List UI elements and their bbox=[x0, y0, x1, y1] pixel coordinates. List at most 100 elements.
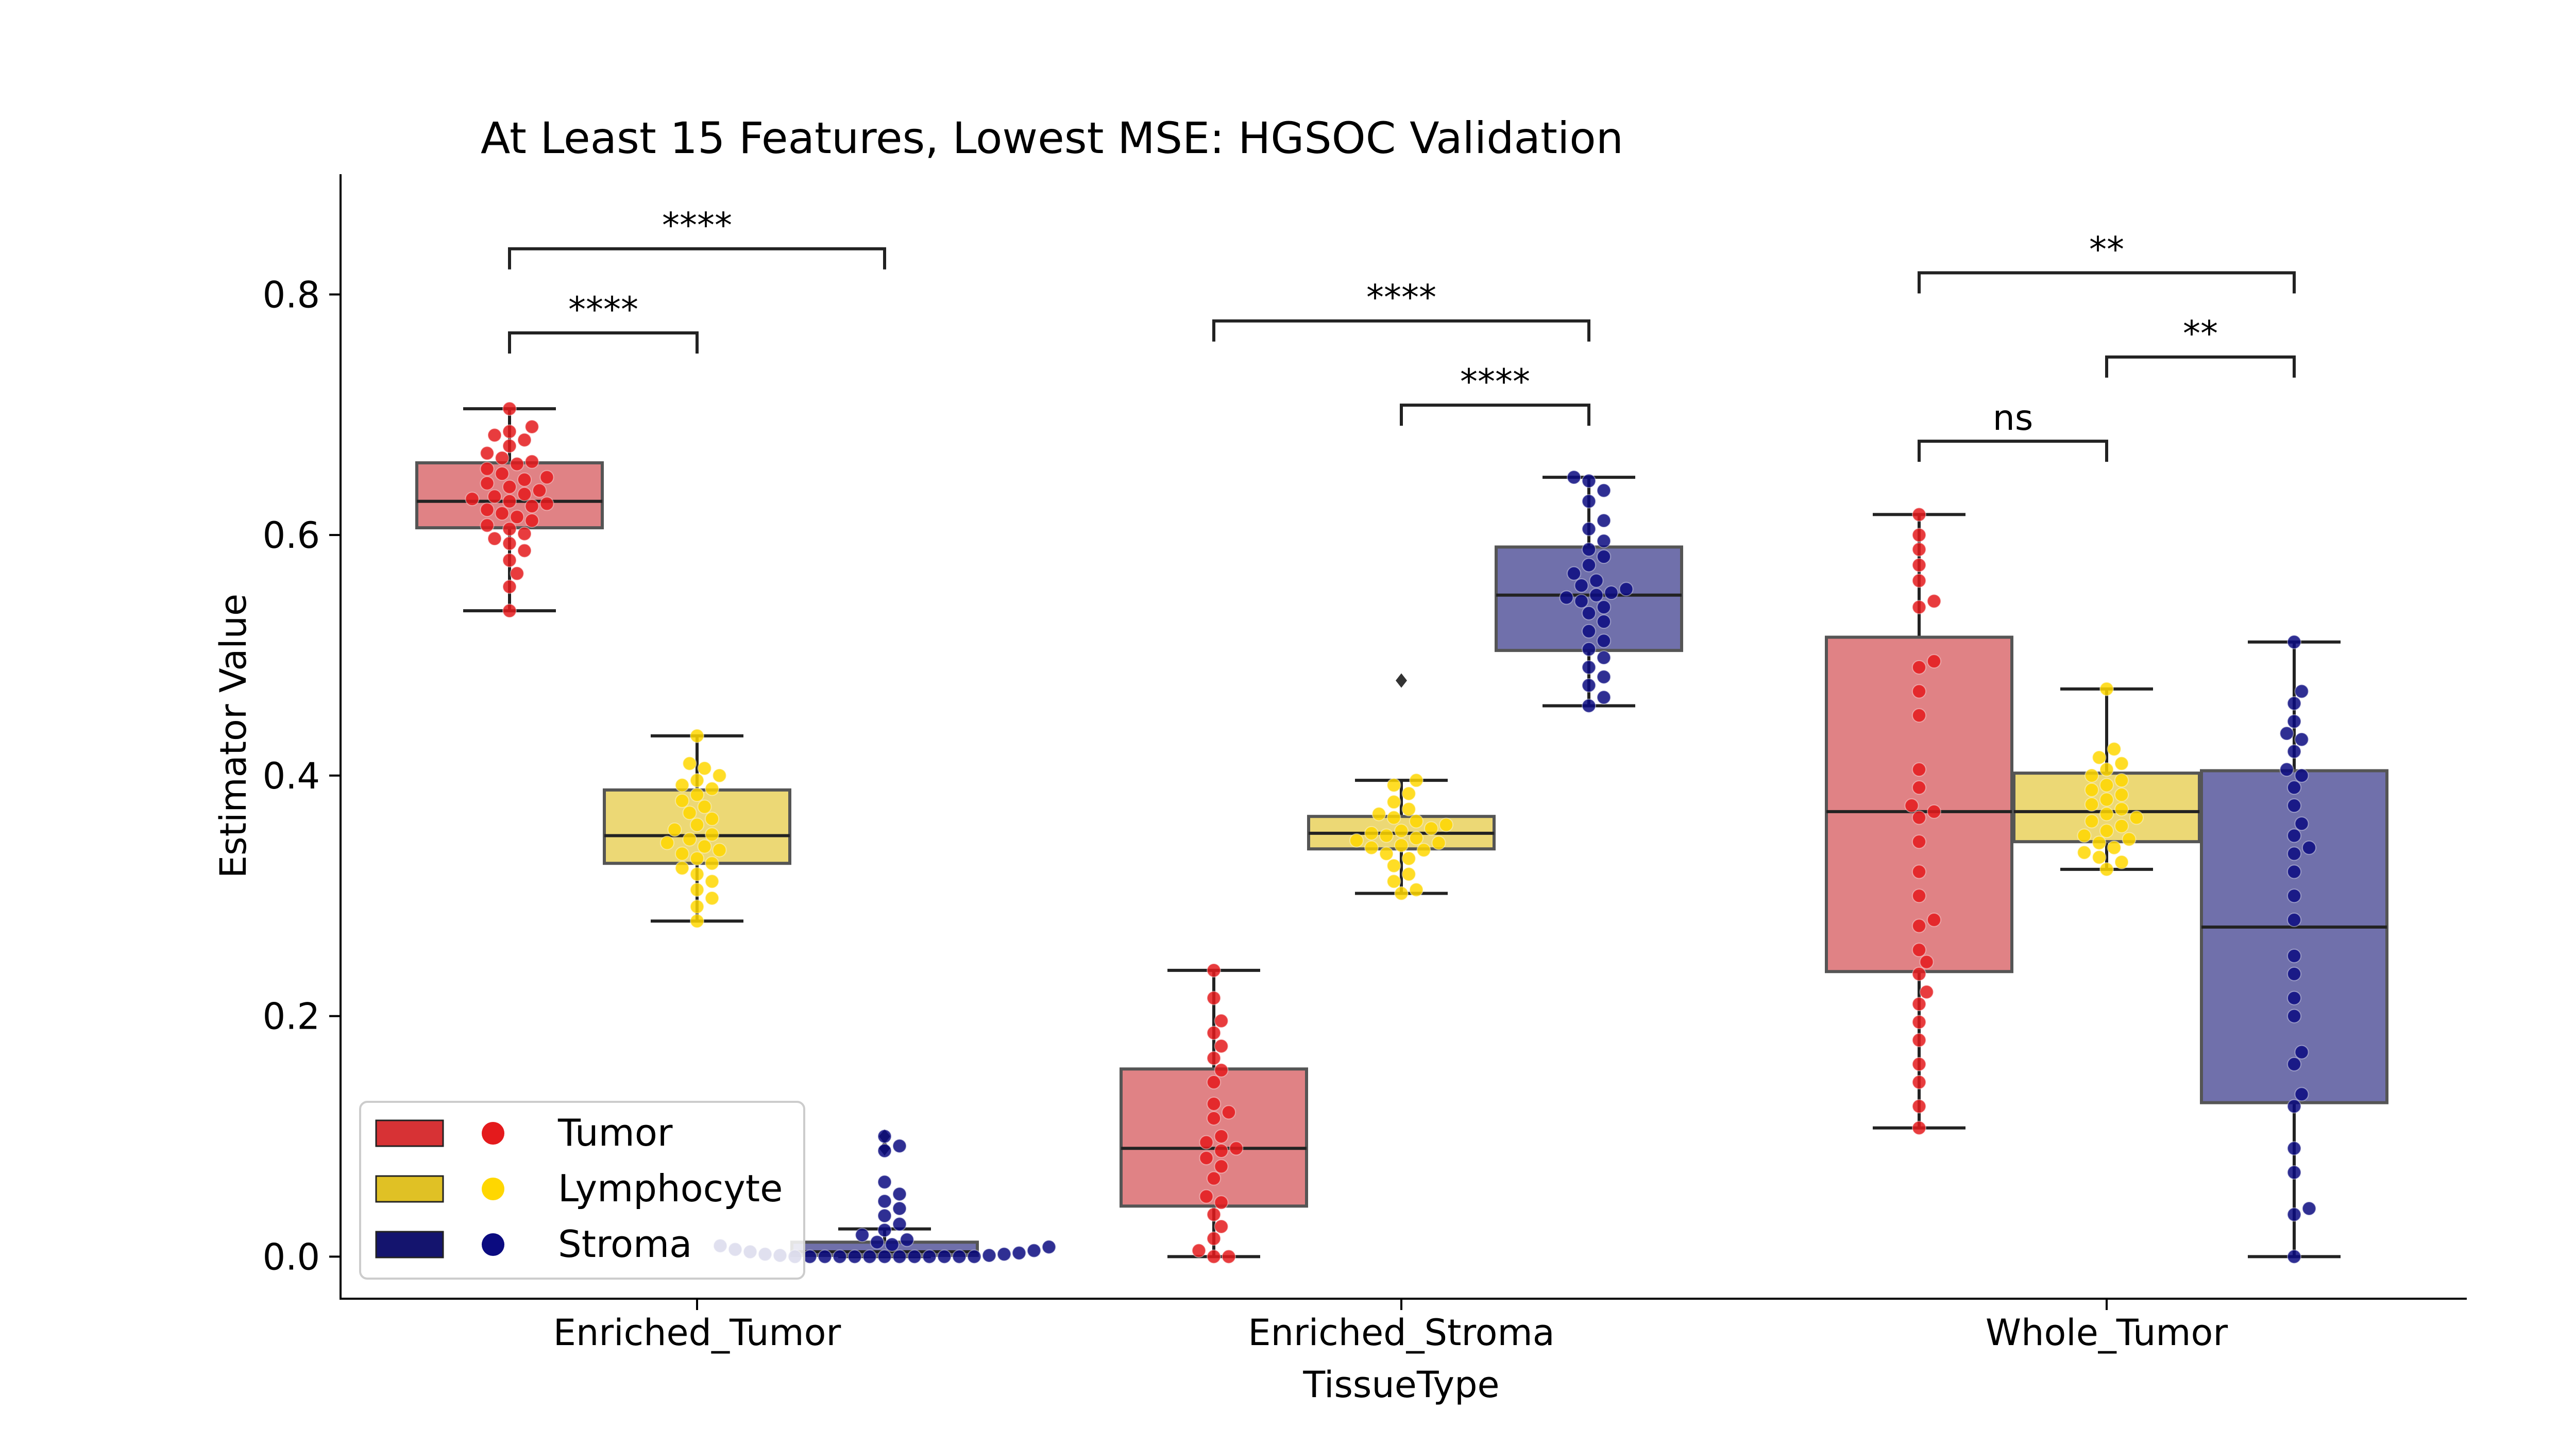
data-point-lymphocyte bbox=[697, 761, 712, 776]
data-point-lymphocyte bbox=[690, 851, 704, 866]
data-point-tumor bbox=[1207, 1207, 1221, 1222]
data-point-lymphocyte bbox=[705, 891, 719, 905]
data-point-tumor bbox=[1214, 1129, 1229, 1144]
data-point-stroma bbox=[997, 1247, 1011, 1262]
data-point-tumor bbox=[1207, 1026, 1221, 1041]
data-point-tumor bbox=[539, 496, 554, 511]
data-point-stroma bbox=[1012, 1246, 1026, 1261]
data-point-tumor bbox=[1207, 1096, 1221, 1111]
data-point-stroma bbox=[870, 1235, 885, 1250]
significance-label: ** bbox=[2183, 314, 2218, 355]
data-point-stroma bbox=[2287, 1165, 2301, 1180]
x-tick-label: Enriched_Tumor bbox=[553, 1312, 841, 1354]
data-point-tumor bbox=[517, 526, 532, 541]
significance-label: **** bbox=[662, 206, 732, 246]
data-point-stroma bbox=[892, 1249, 907, 1264]
data-point-tumor bbox=[502, 536, 517, 551]
data-point-tumor bbox=[1912, 1075, 1926, 1089]
data-point-lymphocyte bbox=[705, 827, 719, 842]
data-point-lymphocyte bbox=[1401, 802, 1416, 817]
legend-label: Tumor bbox=[557, 1111, 673, 1154]
data-point-lymphocyte bbox=[1401, 867, 1416, 882]
axes: 0.0 0.2 0.4 0.6 0.8 Enriched_Tumor Enriched_S… bbox=[263, 174, 2467, 1354]
data-point-lymphocyte bbox=[667, 822, 682, 837]
data-point-stroma bbox=[1597, 533, 1611, 548]
data-point-lymphocyte bbox=[2129, 810, 2144, 825]
data-point-lymphocyte bbox=[2084, 814, 2099, 829]
data-point-stroma bbox=[967, 1249, 981, 1264]
data-point-tumor bbox=[1207, 1231, 1221, 1246]
data-point-stroma bbox=[900, 1232, 914, 1247]
data-point-stroma bbox=[2279, 726, 2294, 741]
data-point-tumor bbox=[502, 522, 517, 536]
data-point-lymphocyte bbox=[1416, 843, 1431, 858]
data-point-lymphocyte bbox=[690, 728, 704, 743]
data-point-stroma bbox=[2287, 1207, 2301, 1222]
data-point-tumor bbox=[1904, 798, 1919, 813]
data-point-stroma bbox=[2287, 1056, 2301, 1071]
data-point-lymphocyte bbox=[1386, 778, 1401, 793]
data-point-stroma bbox=[952, 1249, 967, 1264]
data-point-stroma bbox=[2279, 762, 2294, 777]
data-point-tumor bbox=[1912, 660, 1926, 675]
data-point-tumor bbox=[1207, 1075, 1221, 1089]
legend-swatch-box bbox=[375, 1119, 444, 1147]
data-point-stroma bbox=[885, 1237, 900, 1252]
data-point-lymphocyte bbox=[675, 793, 689, 808]
data-point-stroma bbox=[2294, 684, 2309, 699]
data-point-lymphocyte bbox=[1409, 882, 1423, 897]
data-point-stroma bbox=[848, 1249, 862, 1264]
data-point-tumor bbox=[1912, 573, 1926, 588]
data-point-tumor bbox=[1912, 708, 1926, 723]
data-point-stroma bbox=[1582, 660, 1596, 675]
data-point-stroma bbox=[1582, 522, 1596, 536]
data-point-stroma bbox=[2287, 846, 2301, 861]
data-point-tumor bbox=[1912, 780, 1926, 795]
data-point-tumor bbox=[480, 461, 495, 476]
data-point-stroma bbox=[877, 1143, 892, 1158]
data-point-stroma bbox=[2287, 696, 2301, 711]
data-point-stroma bbox=[1604, 585, 1619, 600]
bracket-line bbox=[508, 247, 886, 270]
data-point-tumor bbox=[517, 543, 532, 558]
data-point-stroma bbox=[892, 1138, 907, 1153]
data-point-lymphocyte bbox=[660, 835, 674, 850]
data-point-tumor bbox=[465, 492, 480, 507]
significance-bracket: ns bbox=[1918, 398, 2108, 462]
data-point-tumor bbox=[1199, 1135, 1214, 1150]
data-point-tumor bbox=[1912, 1120, 1926, 1135]
y-tick-label: 0.2 bbox=[263, 996, 320, 1038]
y-tick-label: 0.4 bbox=[263, 755, 320, 797]
data-point-stroma bbox=[1582, 678, 1596, 693]
data-point-tumor bbox=[1912, 558, 1926, 573]
data-point-tumor bbox=[1229, 1141, 1244, 1156]
x-tick-label: Enriched_Stroma bbox=[1248, 1312, 1554, 1354]
data-point-stroma bbox=[877, 1249, 892, 1264]
data-point-lymphocyte bbox=[690, 787, 704, 802]
data-point-stroma bbox=[1597, 650, 1611, 665]
data-point-stroma bbox=[2287, 864, 2301, 879]
data-point-lymphocyte bbox=[705, 874, 719, 889]
data-point-lymphocyte bbox=[2099, 792, 2114, 807]
legend-swatch-box bbox=[375, 1175, 444, 1203]
data-point-stroma bbox=[2287, 948, 2301, 963]
data-point-lymphocyte bbox=[1371, 807, 1386, 821]
data-point-tumor bbox=[1919, 984, 1934, 999]
data-point-tumor bbox=[1912, 1056, 1926, 1071]
significance-bracket: ** bbox=[2105, 314, 2296, 378]
data-point-stroma bbox=[2294, 1045, 2309, 1060]
data-point-tumor bbox=[1927, 654, 1941, 669]
data-point-stroma bbox=[1619, 582, 1634, 597]
significance-label: ** bbox=[2089, 229, 2124, 270]
legend-item-lymphocyte: Lymphocyte bbox=[375, 1167, 783, 1210]
data-point-stroma bbox=[1567, 470, 1581, 485]
x-ticks: Enriched_Tumor Enriched_Stroma Whole_Tumor bbox=[553, 1299, 2228, 1354]
data-point-lymphocyte bbox=[675, 778, 689, 793]
box-iqr bbox=[2200, 769, 2388, 1104]
data-point-stroma bbox=[1597, 513, 1611, 528]
data-point-tumor bbox=[487, 428, 502, 443]
y-axis-label: Estimator Value bbox=[212, 594, 255, 878]
data-point-stroma bbox=[2287, 991, 2301, 1005]
data-point-lymphocyte bbox=[1394, 824, 1409, 838]
